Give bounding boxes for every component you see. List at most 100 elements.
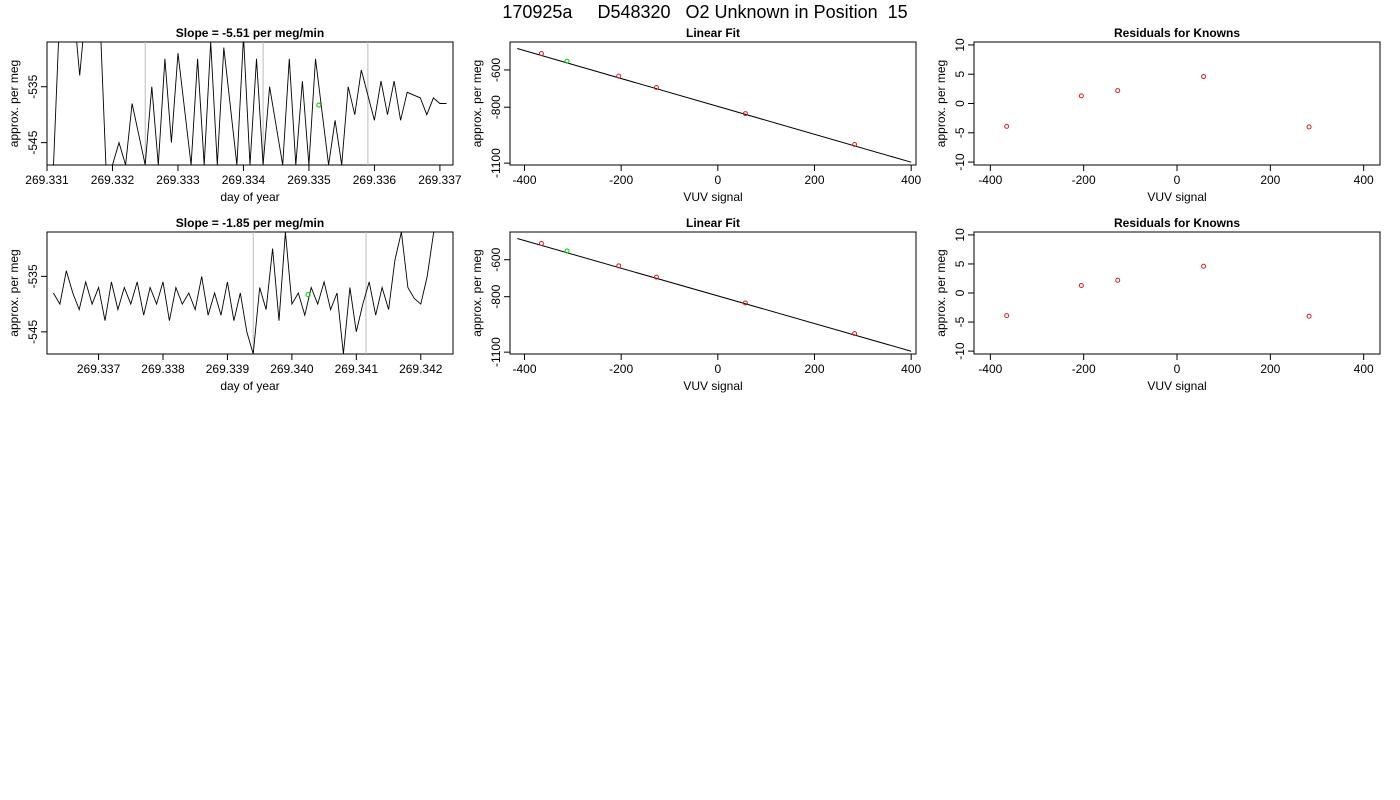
x-tick-label: 269.341 xyxy=(335,362,379,376)
x-axis-label: day of year xyxy=(220,379,279,393)
plot-region xyxy=(1004,263,1312,319)
x-tick-label: 269.336 xyxy=(353,173,397,187)
x-tick-label: 200 xyxy=(804,173,824,187)
plot-frame xyxy=(46,41,454,166)
plot-region xyxy=(517,48,912,163)
data-point xyxy=(1201,263,1207,269)
y-tick-label: -800 xyxy=(489,95,503,119)
x-tick-label: 400 xyxy=(901,173,921,187)
x-tick-label: 269.339 xyxy=(206,362,250,376)
y-tick-label: -545 xyxy=(26,130,40,154)
highlight-point xyxy=(305,292,311,298)
y-tick-label: -600 xyxy=(489,58,503,82)
data-point xyxy=(616,73,622,79)
x-tick-label: -200 xyxy=(609,173,633,187)
plot-frame xyxy=(509,231,917,355)
y-tick-label: -535 xyxy=(26,264,40,288)
y-tick-label: -10 xyxy=(953,342,967,360)
x-tick-label: -200 xyxy=(609,362,633,376)
chart-title: Residuals for Knowns xyxy=(1114,216,1240,230)
y-tick-label: -5 xyxy=(953,127,967,138)
data-point xyxy=(616,263,622,269)
data-point xyxy=(564,58,570,64)
data-point xyxy=(653,274,659,280)
data-point xyxy=(1078,282,1084,288)
data-point xyxy=(538,240,544,246)
chart-title: Linear Fit xyxy=(686,26,740,40)
y-axis-label: approx. per meg xyxy=(7,60,21,147)
x-tick-label: -400 xyxy=(512,173,536,187)
y-tick-label: -10 xyxy=(953,153,967,171)
x-tick-label: 0 xyxy=(1174,173,1181,187)
y-tick-label: -800 xyxy=(489,284,503,308)
data-point xyxy=(1115,277,1121,283)
data-point xyxy=(1004,123,1010,129)
data-point xyxy=(742,300,748,306)
x-tick-label: 0 xyxy=(714,362,721,376)
series-line xyxy=(53,232,435,354)
chart-panel-4: Slope = -1.85 per meg/min day of year appr… xyxy=(7,216,454,393)
x-tick-label: 0 xyxy=(1174,362,1181,376)
data-point xyxy=(1306,124,1312,130)
x-tick-label: -400 xyxy=(978,362,1002,376)
x-tick-label: 269.335 xyxy=(287,173,331,187)
fit-line xyxy=(517,48,912,163)
y-tick-label: -535 xyxy=(26,74,40,98)
x-tick-label: 269.337 xyxy=(418,173,462,187)
chart-panel-6: Residuals for Knowns VUV signal approx. pe… xyxy=(934,216,1381,393)
y-tick-label: -5 xyxy=(953,316,967,327)
data-point xyxy=(1004,313,1010,319)
x-tick-label: -200 xyxy=(1072,362,1096,376)
x-axis-label: VUV signal xyxy=(1147,190,1206,204)
y-tick-label: 0 xyxy=(953,100,967,107)
data-point xyxy=(538,51,544,57)
data-point xyxy=(1078,93,1084,99)
chart-title: Slope = -5.51 per meg/min xyxy=(176,26,324,40)
y-tick-label: -545 xyxy=(26,319,40,343)
y-tick-label: 5 xyxy=(953,71,967,78)
x-tick-label: 269.333 xyxy=(156,173,200,187)
chart-title: Residuals for Knowns xyxy=(1114,26,1240,40)
x-tick-label: 269.342 xyxy=(399,362,443,376)
x-tick-label: 400 xyxy=(901,362,921,376)
x-tick-label: 200 xyxy=(1260,362,1280,376)
y-axis-label: approx. per meg xyxy=(934,249,948,336)
plot-frame xyxy=(509,41,917,166)
x-axis-label: VUV signal xyxy=(683,190,742,204)
x-tick-label: -200 xyxy=(1072,173,1096,187)
series-line xyxy=(53,42,447,165)
x-tick-label: 269.331 xyxy=(25,173,69,187)
highlight-point xyxy=(316,102,322,108)
plot-frame xyxy=(46,231,454,355)
data-point xyxy=(742,111,748,117)
plot-region xyxy=(1004,74,1312,130)
data-point xyxy=(1306,313,1312,319)
data-point xyxy=(1115,88,1121,94)
plot-region xyxy=(53,232,435,354)
x-tick-label: 200 xyxy=(1260,173,1280,187)
x-tick-label: 200 xyxy=(804,362,824,376)
data-point xyxy=(1201,74,1207,80)
y-axis-label: approx. per meg xyxy=(7,249,21,336)
x-tick-label: 269.337 xyxy=(77,362,121,376)
y-tick-label: -600 xyxy=(489,247,503,271)
chart-title: Slope = -1.85 per meg/min xyxy=(176,216,324,230)
x-tick-label: 400 xyxy=(1354,173,1374,187)
y-tick-label: 10 xyxy=(953,38,967,52)
x-tick-label: 269.334 xyxy=(222,173,266,187)
plot-region xyxy=(53,42,447,165)
y-axis-label: approx. per meg xyxy=(470,249,484,336)
x-axis-label: VUV signal xyxy=(683,379,742,393)
plot-frame xyxy=(973,231,1381,355)
y-axis-label: approx. per meg xyxy=(934,60,948,147)
chart-panel-3: Residuals for Knowns VUV signal approx. pe… xyxy=(934,26,1381,204)
plot-region xyxy=(517,237,912,352)
data-point xyxy=(653,84,659,90)
page-title: 170925a D548320 O2 Unknown in Position 1… xyxy=(502,2,908,22)
chart-title: Linear Fit xyxy=(686,216,740,230)
x-tick-label: 400 xyxy=(1354,362,1374,376)
y-tick-label: -1100 xyxy=(489,148,503,178)
